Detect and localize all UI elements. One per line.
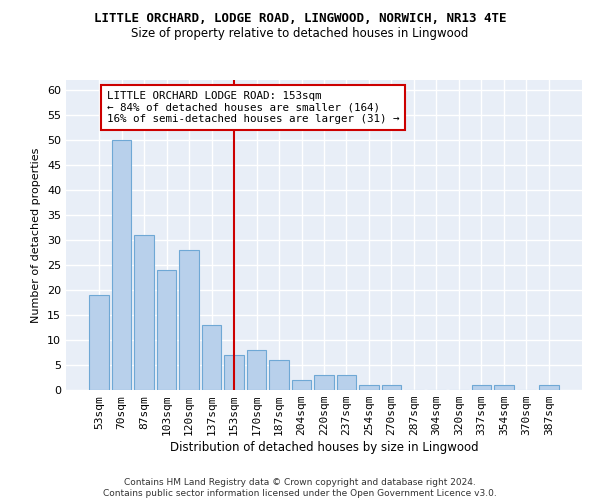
Bar [202, 325, 221, 390]
Bar [292, 380, 311, 390]
Bar [359, 385, 379, 390]
Bar [382, 385, 401, 390]
Text: LITTLE ORCHARD, LODGE ROAD, LINGWOOD, NORWICH, NR13 4TE: LITTLE ORCHARD, LODGE ROAD, LINGWOOD, NO… [94, 12, 506, 26]
Bar [157, 270, 176, 390]
Bar [89, 295, 109, 390]
Bar [224, 355, 244, 390]
Bar [247, 350, 266, 390]
Text: Size of property relative to detached houses in Lingwood: Size of property relative to detached ho… [131, 28, 469, 40]
Bar [314, 375, 334, 390]
Bar [179, 250, 199, 390]
Bar [539, 385, 559, 390]
Bar [494, 385, 514, 390]
Bar [112, 140, 131, 390]
Bar [337, 375, 356, 390]
Bar [472, 385, 491, 390]
X-axis label: Distribution of detached houses by size in Lingwood: Distribution of detached houses by size … [170, 441, 478, 454]
Text: Contains HM Land Registry data © Crown copyright and database right 2024.
Contai: Contains HM Land Registry data © Crown c… [103, 478, 497, 498]
Text: LITTLE ORCHARD LODGE ROAD: 153sqm
← 84% of detached houses are smaller (164)
16%: LITTLE ORCHARD LODGE ROAD: 153sqm ← 84% … [107, 91, 400, 124]
Bar [134, 235, 154, 390]
Y-axis label: Number of detached properties: Number of detached properties [31, 148, 41, 322]
Bar [269, 360, 289, 390]
